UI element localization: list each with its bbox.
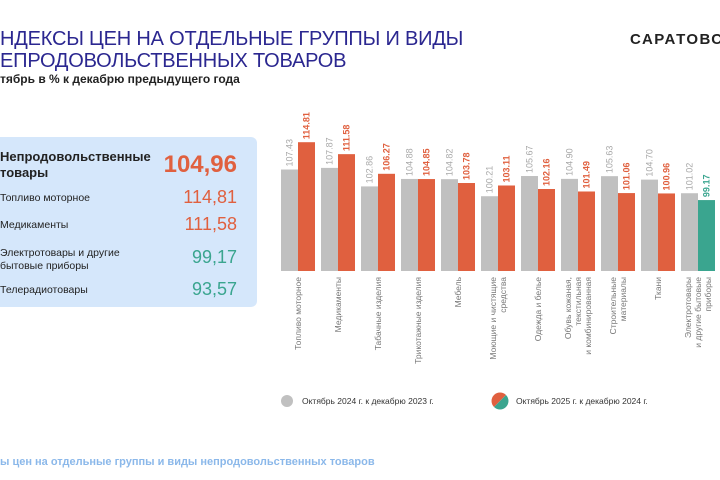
data-label-2025: 111.58 (342, 125, 352, 152)
summary-label: Медикаменты (0, 219, 69, 231)
bar-2025 (498, 185, 515, 271)
x-tick-label: Ткани (653, 277, 663, 300)
x-tick-label: Моющие и чистящие (488, 277, 498, 360)
bar-2025 (618, 193, 635, 271)
summary-main-label: Непродовольственные товары (0, 149, 151, 180)
summary-label: Топливо моторное (0, 192, 91, 204)
data-label-2024: 100.21 (485, 166, 495, 194)
legend-marker-2025-teal (494, 395, 509, 410)
x-tick-label: Строительные (608, 277, 618, 335)
summary-value: 114,81 (183, 187, 237, 207)
bar-2024 (601, 176, 618, 271)
summary-label: Телерадиотовары (0, 284, 88, 296)
data-label-2025: 101.06 (622, 163, 632, 191)
x-tick-label: Одежда и белье (533, 277, 543, 341)
summary-value: 93,57 (191, 279, 237, 299)
bar-2025 (698, 200, 715, 271)
x-tick-label: текстильная (573, 277, 583, 326)
summary-value: 111,58 (184, 214, 237, 234)
bar-2025 (378, 173, 395, 271)
bar-2025 (338, 154, 355, 271)
data-label-2024: 107.87 (325, 137, 335, 165)
data-label-2025: 99.17 (702, 175, 712, 198)
subtitle: тябрь в % к декабрю предыдущего года (0, 72, 240, 86)
x-tick-label: приборы (703, 277, 713, 312)
bar-2024 (521, 176, 538, 271)
data-label-2024: 105.63 (605, 146, 615, 174)
bar-2025 (538, 189, 555, 271)
data-label-2024: 104.70 (645, 149, 655, 177)
data-label-2025: 114.81 (302, 112, 312, 139)
x-tick-label: и комбинированная (583, 277, 593, 355)
x-tick-label: материалы (618, 277, 628, 321)
data-label-2025: 104.85 (422, 149, 432, 177)
bar-2025 (298, 142, 315, 271)
bar-2024 (561, 178, 578, 271)
bar-2025 (458, 183, 475, 271)
legend-label-2024: Октябрь 2024 г. к декабрю 2023 г. (302, 396, 434, 406)
title-line-1: НДЕКСЫ ЦЕН НА ОТДЕЛЬНЫЕ ГРУППЫ И ВИДЫ (0, 28, 464, 50)
x-tick-label: и другие бытовые (693, 277, 703, 348)
x-tick-label: Медикаменты (333, 277, 343, 332)
bar-2025 (578, 191, 595, 271)
footer-text: ы цен на отдельные группы и виды непродо… (0, 456, 375, 468)
bar-2025 (418, 179, 435, 271)
summary-main-value: 104,96 (163, 151, 237, 178)
bar-2024 (321, 167, 338, 271)
title-line-2: ЕПРОДОВОЛЬСТВЕННЫХ ТОВАРОВ (0, 50, 347, 72)
bar-2024 (441, 179, 458, 271)
x-tick-label: Трикотажные изделия (413, 277, 423, 364)
x-tick-label: Мебель (453, 276, 463, 307)
bar-2024 (361, 186, 378, 271)
data-label-2025: 103.11 (502, 155, 512, 182)
data-label-2024: 104.88 (405, 148, 415, 176)
legend-marker-2024 (281, 395, 293, 407)
bar-2024 (281, 169, 298, 271)
data-label-2025: 102.16 (542, 158, 552, 186)
logo: САРАТОВС (630, 31, 720, 48)
bar-2024 (641, 179, 658, 271)
bar-2024 (401, 178, 418, 271)
x-tick-label: Электротовары (683, 277, 693, 338)
data-label-2025: 101.49 (582, 161, 592, 189)
legend-marker-2025 (491, 392, 506, 407)
data-label-2025: 100.96 (662, 163, 672, 191)
data-label-2024: 104.90 (565, 148, 575, 176)
x-tick-label: Обувь кожаная, (563, 277, 573, 339)
x-tick-label: средства (498, 277, 508, 313)
data-label-2024: 102.86 (365, 156, 375, 184)
bar-2025 (658, 193, 675, 271)
bar-2024 (481, 196, 498, 271)
summary-label: Электротовары и другие бытовые приборы (0, 247, 120, 272)
data-label-2025: 106.27 (382, 143, 392, 171)
summary-value: 99,17 (191, 247, 237, 267)
page-title: НДЕКСЫ ЦЕН НА ОТДЕЛЬНЫЕ ГРУППЫ И ВИДЫ ЕП… (0, 28, 463, 72)
data-label-2025: 103.78 (462, 152, 472, 180)
data-label-2024: 101.02 (685, 163, 695, 191)
x-tick-label: Топливо моторное (293, 277, 303, 350)
legend-label-2025: Октябрь 2025 г. к декабрю 2024 г. (516, 396, 648, 406)
x-tick-label: Табачные изделия (373, 277, 383, 351)
data-label-2024: 104.82 (445, 149, 455, 177)
bar-chart: 107.43 114.81 Топливо моторное 107.87 111.58… (281, 112, 715, 410)
summary-panel: Непродовольственные товары 104,96 Топлив… (0, 137, 257, 307)
data-label-2024: 107.43 (285, 139, 295, 167)
bar-2024 (681, 193, 698, 271)
data-label-2024: 105.67 (525, 145, 535, 173)
